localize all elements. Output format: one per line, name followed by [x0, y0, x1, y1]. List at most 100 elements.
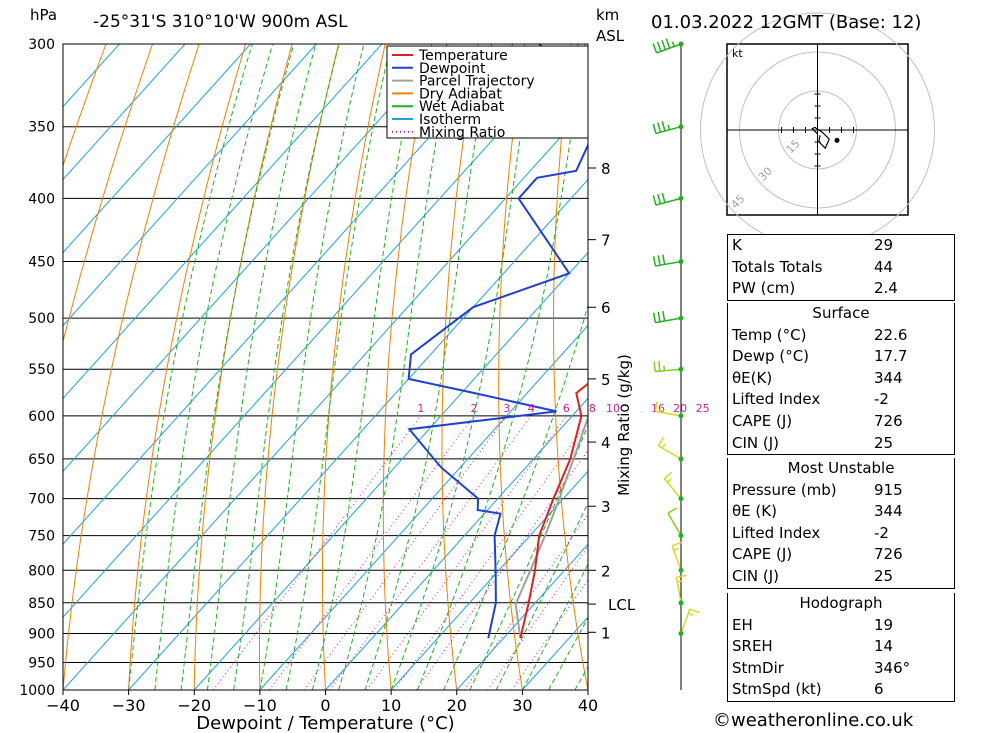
surface-row: θE(K) 344: [728, 368, 954, 390]
legend-label: Wet Adiabat: [419, 99, 505, 115]
isotherm-line: [259, 324, 588, 690]
most-unstable-label: CAPE (J): [732, 545, 793, 564]
surface-label: θE(K): [732, 368, 773, 387]
index-row: Totals Totals 44: [728, 257, 954, 279]
pressure-tick-label: 850: [28, 596, 55, 612]
wind-level-dot: [678, 630, 684, 636]
wind-barb-flag: [652, 312, 657, 323]
altitude-tick-label: 7: [601, 232, 611, 250]
wind-barb-staff: [655, 125, 682, 135]
hodograph-stat-label: SREH: [732, 637, 773, 656]
wind-barb-flag: [663, 471, 673, 480]
hodograph-stat-value: 346°: [874, 658, 911, 677]
wind-barb-half: [688, 612, 694, 616]
wind-level-dot: [678, 456, 684, 462]
copyright-footer[interactable]: ©weatheronline.co.uk: [713, 710, 914, 731]
wind-level-dot: [678, 496, 684, 502]
index-value: 44: [874, 257, 894, 276]
surface-row: Dewp (°C) 17.7: [728, 346, 954, 368]
wind-barb-staff: [680, 608, 691, 634]
hodograph-stat-label: StmSpd (kt): [732, 680, 822, 699]
wind-barb-staff: [658, 445, 682, 460]
mixing-ratio-line: [415, 449, 588, 690]
wind-barb-flag: [662, 254, 666, 265]
altitude-unit-label-asl: ASL: [596, 27, 625, 45]
index-label: PW (cm): [732, 279, 796, 298]
dry-adiabat-line: [498, 44, 526, 690]
index-value: 2.4: [874, 279, 898, 298]
altitude-unit-label: km: [596, 6, 620, 24]
isotherm-line: [193, 251, 588, 690]
hodograph-stat-row: StmSpd (kt) 6: [728, 679, 954, 701]
wind-barb-flag: [652, 256, 657, 267]
wind-barb: [667, 507, 684, 539]
dry-adiabat-line: [259, 44, 340, 690]
wind-level-dot: [678, 124, 684, 130]
mixing-ratio-axis-title: Mixing Ratio (g/kg): [615, 354, 633, 496]
mixing-ratio-tick-label: 8: [589, 402, 596, 415]
wind-barb-flag: [662, 310, 666, 322]
legend-label: Dry Adiabat: [419, 86, 502, 102]
pressure-tick-label: 350: [28, 120, 55, 136]
most-unstable-value: 915: [874, 480, 903, 499]
surface-value: 17.7: [874, 347, 908, 366]
most-unstable-table: Most Unstable Pressure (mb) 915 θE (K) 344 L…: [727, 458, 955, 589]
storm-motion-marker: [834, 137, 840, 143]
isotherm-line: [63, 44, 580, 618]
wind-barb-flag: [665, 38, 671, 49]
pressure-tick-label: 950: [28, 655, 55, 671]
wind-level-dot: [678, 567, 684, 573]
legend-label: Dewpoint: [419, 61, 486, 77]
wind-barb-staff: [667, 512, 682, 537]
wind-barb-half: [659, 407, 662, 413]
hodograph-table: Hodograph EH 19 SREH 14 StmDir 346° StmSpd (kt…: [727, 593, 955, 702]
wind-barb: [657, 436, 684, 462]
wet-adiabat-line: [180, 44, 295, 690]
mixing-ratio-tick-label: 6: [563, 402, 570, 415]
x-tick-label: 30: [512, 696, 532, 715]
hodograph-stat-value: 14: [874, 637, 894, 656]
wind-barb-flag: [661, 121, 666, 132]
wind-barb: [652, 38, 684, 54]
x-tick-label: −10: [243, 696, 277, 715]
mixing-ratio-line: [329, 415, 532, 690]
dry-adiabat-line: [441, 44, 479, 690]
wind-level-dot: [678, 41, 684, 47]
x-tick-label: 0: [320, 696, 330, 715]
wind-barb-flag: [656, 41, 662, 52]
wind-barb-half: [666, 478, 672, 483]
surface-label: Temp (°C): [732, 325, 807, 344]
hodograph-table-title: Hodograph: [799, 594, 883, 612]
wind-barb: [678, 608, 700, 636]
most-unstable-label: θE (K): [732, 502, 777, 521]
isotherm-line: [128, 178, 588, 690]
most-unstable-label: Pressure (mb): [732, 480, 837, 499]
altitude-tick-label: 3: [601, 498, 611, 516]
mixing-ratio-tick-label: 16: [651, 402, 665, 415]
mixing-ratio-tick-label: 1: [417, 402, 424, 415]
surface-value: 22.6: [874, 325, 908, 344]
wind-barb: [652, 310, 684, 324]
isotherm-line: [63, 44, 186, 181]
wind-barb-staff: [663, 478, 682, 500]
pressure-tick-label: 550: [28, 362, 55, 378]
wind-barb-flag: [653, 361, 656, 372]
surface-row: CIN (J) 25: [728, 433, 954, 455]
pressure-tick-label: 1000: [19, 683, 55, 699]
wind-barb-flag: [657, 311, 661, 322]
legend-label: Isotherm: [419, 112, 481, 128]
mixing-ratio-tick-label: 4: [528, 402, 535, 415]
wind-barb-staff: [656, 43, 682, 54]
wind-level-dot: [678, 195, 684, 201]
datetime-title: 01.03.2022 12GMT (Base: 12): [651, 12, 922, 33]
pressure-unit-label: hPa: [30, 6, 58, 24]
hodograph-unit: kt: [732, 47, 743, 60]
dry-adiabat-line: [990, 44, 1000, 690]
most-unstable-value: 344: [874, 502, 903, 521]
wind-barb-flag: [667, 507, 678, 514]
isotherm-line: [456, 543, 588, 690]
wind-barb-half: [673, 547, 679, 551]
index-value: 29: [874, 236, 894, 254]
wind-barb: [663, 471, 684, 502]
surface-label: CIN (J): [732, 433, 780, 452]
